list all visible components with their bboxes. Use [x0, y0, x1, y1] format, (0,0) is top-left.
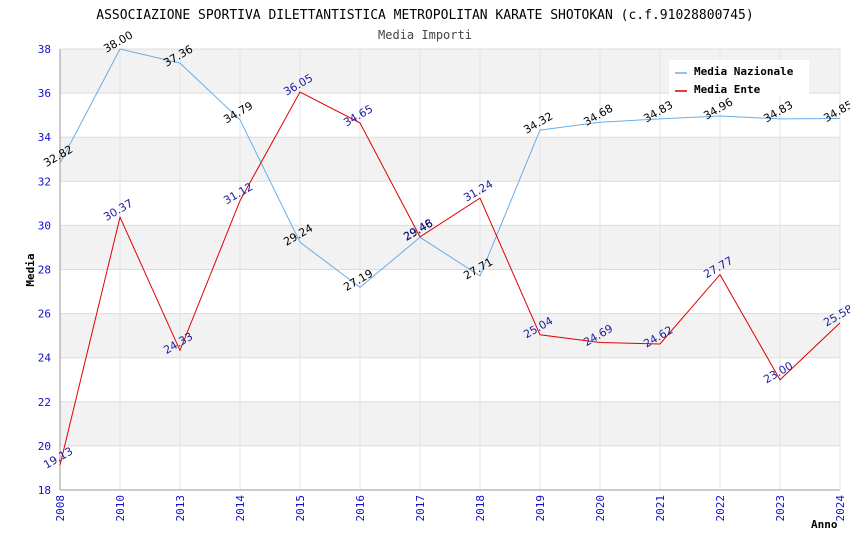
- y-tick-label: 38: [38, 43, 51, 56]
- y-tick-label: 32: [38, 175, 51, 188]
- x-tick-label: 2017: [414, 495, 427, 522]
- y-tick-label: 26: [38, 308, 51, 321]
- y-tick-label: 36: [38, 87, 51, 100]
- x-tick-label: 2024: [834, 495, 847, 522]
- x-tick-label: 2014: [234, 495, 247, 522]
- plot-band: [60, 225, 840, 270]
- x-tick-label: 2021: [654, 495, 667, 522]
- legend-label-nazionale: Media Nazionale: [694, 65, 794, 78]
- x-tick-label: 2013: [174, 495, 187, 522]
- y-tick-labels: 18 20 22 24 26 28 30 32 34 36 38: [38, 43, 52, 497]
- legend-label-ente: Media Ente: [694, 83, 761, 96]
- y-tick-label: 30: [38, 219, 51, 232]
- y-tick-label: 18: [38, 484, 51, 497]
- y-tick-label: 28: [38, 264, 51, 277]
- x-tick-label: 2022: [714, 495, 727, 522]
- chart-subtitle: Media Importi: [378, 28, 472, 42]
- x-tick-label: 2018: [474, 495, 487, 522]
- y-tick-label: 20: [38, 440, 51, 453]
- legend: Media Nazionale Media Ente: [669, 60, 809, 96]
- series-lines: [59, 48, 841, 466]
- x-axis-label: Anno: [811, 518, 838, 531]
- x-tick-label: 2015: [294, 495, 307, 522]
- x-tick-labels: 2008 2010 2013 2014 2015 2016 2017 2018 2019 2020…: [54, 495, 847, 522]
- x-tick-label: 2016: [354, 495, 367, 522]
- x-tick-label: 2019: [534, 495, 547, 522]
- y-axis-label: Media: [24, 253, 37, 286]
- series-line-0: [59, 48, 841, 289]
- plot-band: [60, 401, 840, 446]
- plot-band: [60, 137, 840, 182]
- x-tick-label: 2010: [114, 495, 127, 522]
- gridlines: [59, 48, 841, 491]
- legend-box: [669, 60, 809, 96]
- plot-band: [60, 313, 840, 358]
- x-tick-label: 2023: [774, 495, 787, 522]
- y-tick-label: 22: [38, 396, 51, 409]
- x-tick-label: 2008: [54, 495, 67, 522]
- y-tick-label: 24: [38, 352, 52, 365]
- series-line-1: [59, 91, 841, 466]
- x-tick-label: 2020: [594, 495, 607, 522]
- y-tick-label: 34: [38, 131, 52, 144]
- chart-title: ASSOCIAZIONE SPORTIVA DILETTANTISTICA ME…: [96, 8, 753, 23]
